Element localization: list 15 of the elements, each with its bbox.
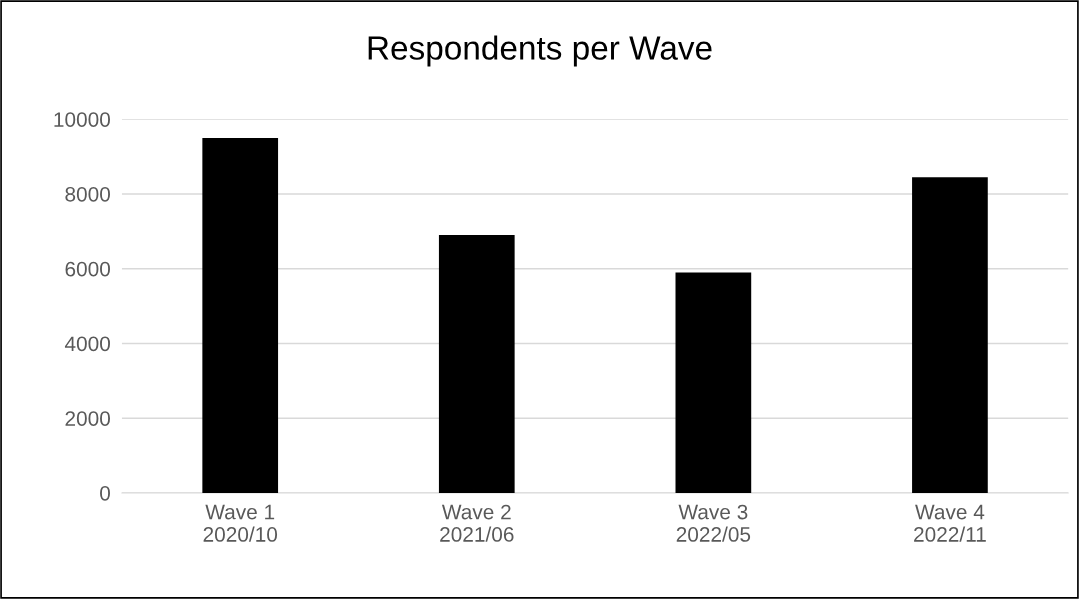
y-tick-label: 4000 — [64, 336, 111, 352]
chart-title: Respondents per Wave — [368, 35, 712, 67]
bar — [675, 272, 752, 493]
y-tick-label: 10000 — [54, 112, 111, 127]
y-tick-label: 0 — [100, 485, 110, 501]
y-tick-label: 2000 — [65, 411, 111, 426]
bar — [912, 177, 988, 493]
bar — [438, 235, 515, 493]
x-tick-label: Wave 2 2021/06 — [440, 504, 514, 542]
y-tick-label: 6000 — [65, 261, 111, 277]
x-tick-label: Wave 1 2020/10 — [203, 504, 278, 542]
x-tick-label: Wave 4 2022/11 — [914, 504, 986, 542]
bar — [202, 137, 279, 493]
y-tick-label: 8000 — [65, 186, 111, 202]
x-tick-label: Wave 3 2022/05 — [676, 504, 751, 542]
